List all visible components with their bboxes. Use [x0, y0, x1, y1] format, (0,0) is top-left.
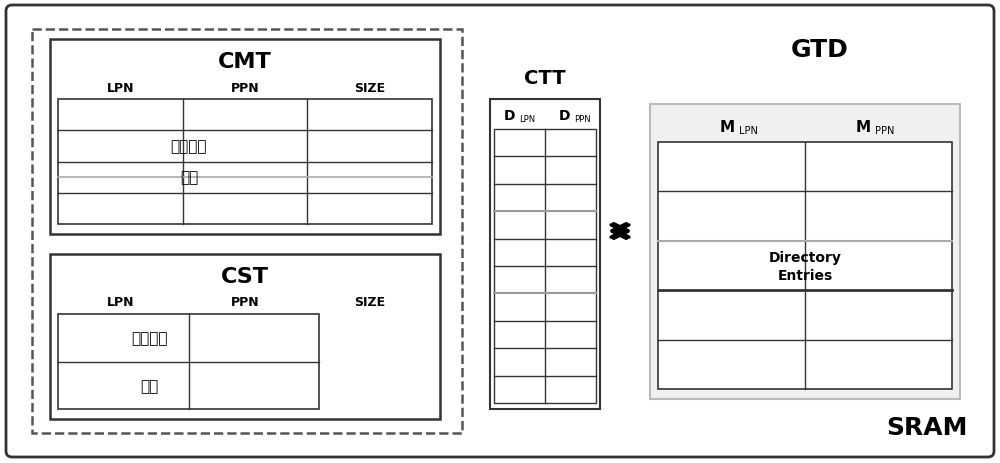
Text: SIZE: SIZE	[354, 296, 385, 309]
Text: 信息: 信息	[180, 170, 198, 185]
Text: CST: CST	[221, 266, 269, 287]
Bar	[650, 105, 960, 399]
Text: PPN: PPN	[231, 296, 259, 309]
Text: Directory: Directory	[769, 251, 841, 265]
Text: LPN: LPN	[739, 126, 758, 136]
Text: LPN: LPN	[106, 81, 134, 94]
Text: CTT: CTT	[524, 69, 566, 88]
Text: LPN: LPN	[520, 115, 536, 124]
Bar	[32, 30, 462, 433]
Text: D: D	[559, 109, 570, 123]
Text: D: D	[504, 109, 516, 123]
Bar	[58, 314, 319, 409]
Text: M: M	[856, 119, 871, 134]
Text: PPN: PPN	[875, 126, 895, 136]
Bar	[658, 143, 952, 389]
Text: PPN: PPN	[574, 115, 591, 124]
Text: SRAM: SRAM	[887, 415, 968, 439]
Text: LPN: LPN	[106, 296, 134, 309]
Bar	[50, 40, 440, 234]
Text: GTD: GTD	[791, 38, 849, 62]
Bar	[490, 100, 600, 409]
FancyBboxPatch shape	[6, 6, 994, 457]
Text: Entries: Entries	[777, 269, 833, 283]
Text: 地址映射: 地址映射	[131, 331, 168, 345]
Text: CMT: CMT	[218, 52, 272, 72]
Bar	[494, 130, 596, 403]
Text: SIZE: SIZE	[354, 81, 385, 94]
Text: 信息: 信息	[140, 378, 159, 393]
Text: 地址映射: 地址映射	[171, 139, 207, 154]
Bar	[58, 100, 432, 225]
Text: PPN: PPN	[231, 81, 259, 94]
Bar	[50, 255, 440, 419]
Text: M: M	[720, 119, 735, 134]
